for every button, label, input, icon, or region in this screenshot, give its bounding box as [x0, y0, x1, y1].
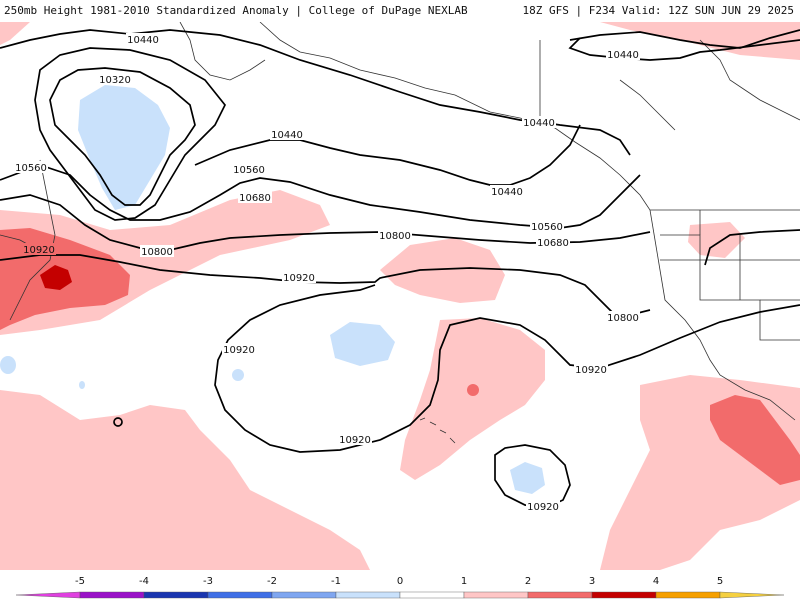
contour-label-10680: 10680: [537, 238, 569, 249]
contour-label-10560: 10560: [233, 165, 265, 176]
colorbar-tick-label: -3: [203, 576, 213, 587]
colorbar-segment: [591, 591, 657, 599]
colorbar-segment: [527, 591, 593, 599]
coastlines: [0, 22, 800, 444]
map-title: 250mb Height 1981-2010 Standardized Anom…: [4, 4, 468, 17]
colorbar-tick-label: 3: [589, 576, 595, 587]
contour-label-10560: 10560: [15, 163, 47, 174]
colorbar-tick-label: 4: [653, 576, 659, 587]
anomaly-positive-fill: [0, 22, 800, 570]
contour-label-10800: 10800: [607, 313, 639, 324]
anomaly-colorbar: -5 -4 -3 -2 -1 0 1 2 3 4 5: [15, 576, 785, 599]
colorbar-segment: [655, 591, 721, 599]
contour-label-10440: 10440: [523, 118, 555, 129]
contour-label-10320: 10320: [99, 75, 131, 86]
contour-label-10440: 10440: [127, 35, 159, 46]
colorbar-tick-label: -5: [75, 576, 85, 587]
contour-label-10680: 10680: [239, 193, 271, 204]
map-header: 250mb Height 1981-2010 Standardized Anom…: [0, 0, 800, 22]
contour-labels: 10440 10320 10440 10440 10440 10440 1056…: [14, 33, 640, 513]
contour-label-10440: 10440: [271, 130, 303, 141]
colorbar-segment: [719, 591, 785, 599]
anomaly-negative-fill: [0, 85, 545, 494]
contour-label-10440: 10440: [607, 50, 639, 61]
contour-label-10800: 10800: [141, 247, 173, 258]
colorbar-tick-label: -1: [331, 576, 341, 587]
contour-label-10560: 10560: [531, 222, 563, 233]
colorbar-segment: [207, 591, 273, 599]
contour-label-10920: 10920: [223, 345, 255, 356]
anomaly-extreme-positive-fill: [40, 265, 72, 290]
contour-label-10920: 10920: [23, 245, 55, 256]
contour-label-10920: 10920: [283, 273, 315, 284]
contour-label-10440: 10440: [491, 187, 523, 198]
model-valid-time: 18Z GFS | F234 Valid: 12Z SUN JUN 29 202…: [522, 4, 794, 17]
colorbar-segment: [15, 591, 81, 599]
colorbar-tick-label: 0: [397, 576, 403, 587]
contour-label-10920: 10920: [527, 502, 559, 513]
colorbar-segment: [79, 591, 145, 599]
colorbar-segment: [271, 591, 337, 599]
colorbar-segments: [15, 591, 785, 599]
colorbar-tick-labels: -5 -4 -3 -2 -1 0 1 2 3 4 5: [75, 576, 723, 587]
colorbar-tick-label: 5: [717, 576, 723, 587]
colorbar-segment: [143, 591, 209, 599]
colorbar-tick-label: -4: [139, 576, 149, 587]
contour-label-10920: 10920: [339, 435, 371, 446]
colorbar-tick-label: -2: [267, 576, 277, 587]
anomaly-map: 10440 10320 10440 10440 10440 10440 1056…: [0, 22, 800, 570]
colorbar-segment: [335, 591, 401, 599]
colorbar-tick-label: 1: [461, 576, 467, 587]
colorbar-tick-label: 2: [525, 576, 531, 587]
contour-label-10920: 10920: [575, 365, 607, 376]
colorbar-segment: [463, 591, 529, 599]
contour-label-10800: 10800: [379, 231, 411, 242]
colorbar-segment: [399, 591, 465, 599]
